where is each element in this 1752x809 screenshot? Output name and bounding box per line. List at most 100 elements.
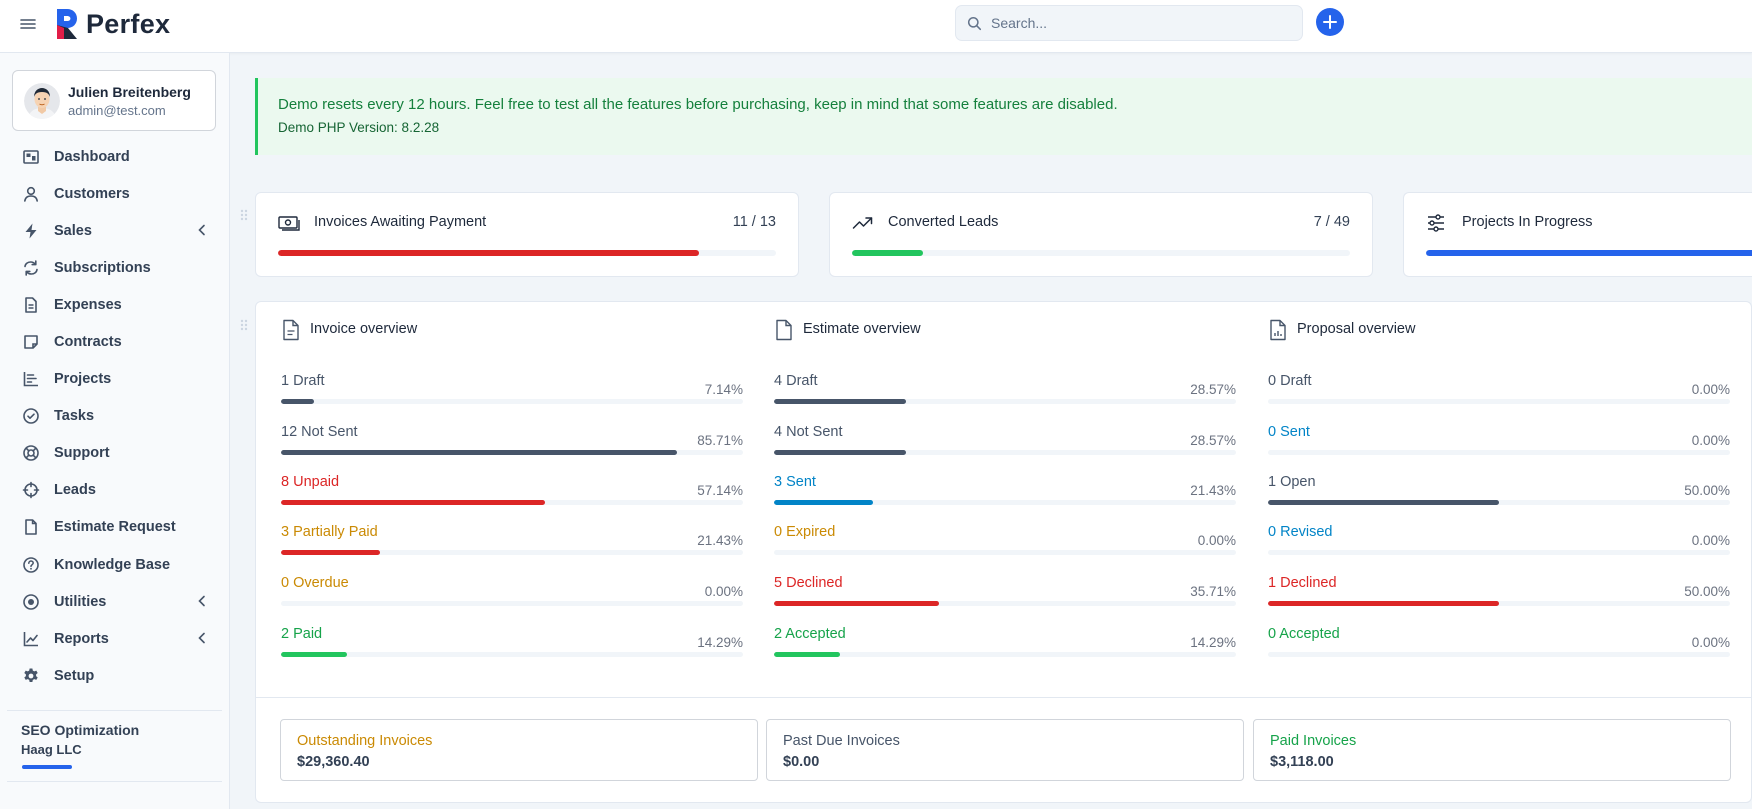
status-percent: 50.00%	[1684, 483, 1730, 498]
status-percent: 28.57%	[1190, 433, 1236, 448]
status-row[interactable]: 1 Open 50.00%	[1268, 474, 1730, 524]
sidebar-item-label: Leads	[54, 482, 96, 499]
sidebar-item-label: Sales	[54, 222, 92, 239]
banner-message: Demo resets every 12 hours. Feel free to…	[278, 96, 1118, 113]
status-row[interactable]: 0 Accepted 0.00%	[1268, 626, 1730, 676]
status-label: 3 Partially Paid	[281, 524, 378, 540]
sidebar-item-label: Reports	[54, 630, 109, 647]
status-row[interactable]: 2 Paid 14.29%	[281, 626, 743, 676]
search-input[interactable]	[991, 6, 1291, 40]
logo-mark-icon	[57, 9, 77, 39]
sidebar-item-knowledge-base[interactable]: Knowledge Base	[0, 546, 229, 583]
user-profile-card[interactable]: Julien Breitenberg admin@test.com	[12, 70, 216, 131]
status-progress-track	[281, 399, 743, 404]
sidebar-item-reports[interactable]: Reports	[0, 620, 229, 657]
sidebar-item-customers[interactable]: Customers	[0, 175, 229, 212]
status-progress-track	[774, 399, 1236, 404]
status-progress-track	[1268, 550, 1730, 555]
status-row[interactable]: 4 Not Sent 28.57%	[774, 424, 1236, 474]
stat-card-projects-in-progress[interactable]: Projects In Progress	[1403, 192, 1752, 277]
sidebar-item-leads[interactable]: Leads	[0, 472, 229, 509]
user-email: admin@test.com	[68, 103, 166, 118]
status-row[interactable]: 8 Unpaid 57.14%	[281, 474, 743, 524]
status-label: 8 Unpaid	[281, 474, 340, 490]
status-row[interactable]: 1 Draft 7.14%	[281, 373, 743, 423]
stat-card-invoices-awaiting[interactable]: Invoices Awaiting Payment 11 / 13	[255, 192, 799, 277]
sidebar-item-label: Dashboard	[54, 148, 130, 165]
status-progress-track	[774, 601, 1236, 606]
overview-title: Invoice overview	[310, 321, 418, 337]
hamburger-menu-icon[interactable]	[19, 16, 37, 32]
stat-progress-track	[278, 250, 776, 256]
sidebar-item-contracts[interactable]: Contracts	[0, 323, 229, 360]
status-row[interactable]: 1 Declined 50.00%	[1268, 575, 1730, 625]
status-percent: 14.29%	[1190, 635, 1236, 650]
stat-progress-track	[852, 250, 1350, 256]
demo-banner: Demo resets every 12 hours. Feel free to…	[255, 78, 1752, 155]
sidebar-item-expenses[interactable]: Expenses	[0, 286, 229, 323]
chevron-left-icon	[197, 224, 206, 236]
status-row[interactable]: 3 Sent 21.43%	[774, 474, 1236, 524]
search-box[interactable]	[955, 5, 1303, 41]
status-progress-track	[281, 601, 743, 606]
check-circle-icon	[22, 407, 40, 425]
status-progress-track	[1268, 601, 1730, 606]
sidebar-item-support[interactable]: Support	[0, 435, 229, 472]
overview-panel: Invoice overview 1 Draft 7.14% 12 Not Sent…	[255, 301, 1752, 803]
sidebar-item-estimate-request[interactable]: Estimate Request	[0, 509, 229, 546]
status-row[interactable]: 0 Revised 0.00%	[1268, 524, 1730, 574]
status-progress-fill	[281, 550, 380, 555]
status-row[interactable]: 0 Expired 0.00%	[774, 524, 1236, 574]
status-row[interactable]: 0 Sent 0.00%	[1268, 424, 1730, 474]
sidebar-project-widget[interactable]: SEO Optimization Haag LLC	[7, 710, 222, 782]
crosshair-icon	[22, 481, 40, 499]
status-progress-fill	[281, 652, 348, 657]
stat-card-converted-leads[interactable]: Converted Leads 7 / 49	[829, 192, 1373, 277]
total-paid-invoices[interactable]: Paid Invoices $3,118.00	[1253, 719, 1731, 781]
sidebar-item-subscriptions[interactable]: Subscriptions	[0, 249, 229, 286]
lifebuoy-icon	[22, 444, 40, 462]
status-percent: 50.00%	[1684, 584, 1730, 599]
sidebar-item-projects[interactable]: Projects	[0, 361, 229, 398]
sidebar-item-label: Utilities	[54, 593, 107, 610]
divider	[256, 697, 1752, 698]
quick-create-button[interactable]	[1316, 8, 1344, 36]
stat-progress-fill	[852, 250, 924, 256]
status-row[interactable]: 5 Declined 35.71%	[774, 575, 1236, 625]
status-progress-track	[281, 500, 743, 505]
avatar	[24, 83, 60, 119]
status-row[interactable]: 12 Not Sent 85.71%	[281, 424, 743, 474]
status-row[interactable]: 0 Draft 0.00%	[1268, 373, 1730, 423]
status-percent: 57.14%	[697, 483, 743, 498]
status-percent: 85.71%	[697, 433, 743, 448]
user-name: Julien Breitenberg	[68, 84, 191, 100]
total-past-due-invoices[interactable]: Past Due Invoices $0.00	[766, 719, 1244, 781]
status-label: 0 Overdue	[281, 575, 349, 591]
status-progress-track	[774, 450, 1236, 455]
search-icon	[967, 16, 982, 31]
total-outstanding-invoices[interactable]: Outstanding Invoices $29,360.40	[280, 719, 758, 781]
chevron-left-icon	[197, 632, 206, 644]
sidebar-item-sales[interactable]: Sales	[0, 212, 229, 249]
status-percent: 0.00%	[1691, 533, 1730, 548]
status-row[interactable]: 3 Partially Paid 21.43%	[281, 524, 743, 574]
sidebar-item-utilities[interactable]: Utilities	[0, 583, 229, 620]
status-progress-fill	[281, 450, 677, 455]
status-progress-fill	[281, 399, 314, 404]
sidebar-item-tasks[interactable]: Tasks	[0, 398, 229, 435]
app-logo[interactable]: Perfex	[55, 7, 170, 41]
status-row[interactable]: 0 Overdue 0.00%	[281, 575, 743, 625]
sidebar-item-setup[interactable]: Setup	[0, 657, 229, 694]
drag-handle-icon[interactable]	[240, 319, 248, 331]
status-label: 2 Paid	[281, 626, 323, 642]
status-row[interactable]: 2 Accepted 14.29%	[774, 626, 1236, 676]
status-percent: 0.00%	[1691, 635, 1730, 650]
status-percent: 0.00%	[1691, 382, 1730, 397]
drag-handle-icon[interactable]	[240, 209, 248, 221]
sticky-note-icon	[22, 333, 40, 351]
sliders-icon	[1426, 214, 1446, 232]
sidebar-item-dashboard[interactable]: Dashboard	[0, 138, 229, 175]
status-percent: 0.00%	[1691, 433, 1730, 448]
status-progress-fill	[774, 450, 906, 455]
status-row[interactable]: 4 Draft 28.57%	[774, 373, 1236, 423]
